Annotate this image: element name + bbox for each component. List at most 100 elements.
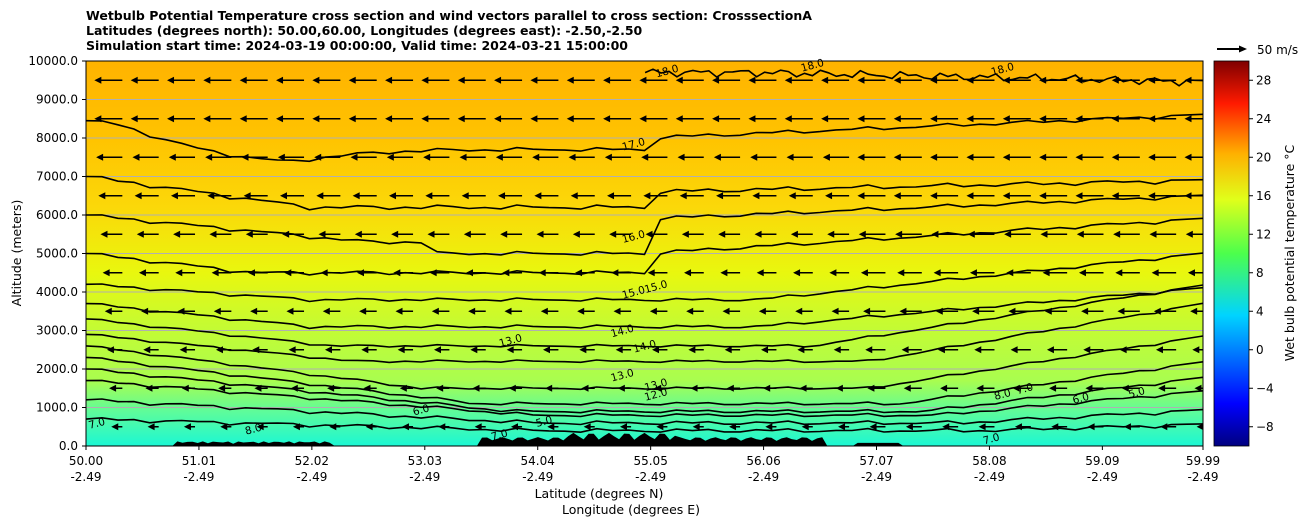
- wind-vector-head: [1184, 115, 1192, 123]
- wind-vector-head: [726, 384, 734, 392]
- wind-vector-head: [177, 307, 185, 315]
- wind-vector-head: [1184, 192, 1192, 200]
- wind-vector-head: [860, 269, 868, 277]
- wind-vector-head: [763, 384, 771, 392]
- wind-vector-head: [716, 192, 724, 200]
- wind-vector-head: [1148, 153, 1156, 161]
- wind-vector-head: [134, 192, 142, 200]
- wind-vector-head: [1184, 153, 1192, 161]
- wind-vector-head: [613, 307, 621, 315]
- wind-vector-head: [1117, 307, 1125, 315]
- wind-vector-head: [604, 153, 612, 161]
- wind-vector-head: [1111, 76, 1119, 84]
- wind-vector-head: [869, 423, 877, 431]
- wind-vector-head: [94, 76, 102, 84]
- wind-vector-head: [579, 346, 587, 354]
- contour-line: [86, 302, 1203, 364]
- wind-vector-head: [1042, 269, 1050, 277]
- wind-vector-head: [102, 269, 110, 277]
- contour-label: 15.0: [643, 278, 669, 296]
- wind-vector-head: [1087, 423, 1095, 431]
- contour-label: 17.0: [621, 136, 647, 154]
- wind-vector-head: [130, 115, 138, 123]
- wind-vector-head: [765, 423, 773, 431]
- wind-vector-head: [463, 230, 471, 238]
- wind-vector-head: [857, 192, 865, 200]
- terrain: [86, 432, 1203, 446]
- wind-vector-head: [130, 76, 138, 84]
- wind-vector-head: [969, 269, 977, 277]
- wind-vector-head: [106, 346, 114, 354]
- wind-vector-head: [543, 346, 551, 354]
- wind-vector-head: [532, 153, 540, 161]
- wind-vector-head: [788, 192, 796, 200]
- wind-vector-head: [575, 269, 583, 277]
- wind-vector-head: [211, 269, 219, 277]
- wind-vector-head: [1076, 230, 1084, 238]
- x-tick-label-lon: -2.49: [974, 470, 1005, 484]
- wind-vector-head: [136, 230, 144, 238]
- plot-area: 18.0 18.0 18.017.016.015.015.014.014.013.0…: [58, 57, 1204, 447]
- wind-vector-head: [1194, 384, 1202, 392]
- wind-vector-head: [329, 423, 337, 431]
- wind-vector-head: [170, 192, 178, 200]
- y-tick-label: 4000.0: [36, 285, 78, 299]
- wind-vector-head: [893, 192, 901, 200]
- wind-vector-head: [431, 307, 439, 315]
- y-tick-label: 0.0: [59, 439, 78, 453]
- wind-vector-head: [978, 423, 986, 431]
- wind-vector-head: [1119, 346, 1127, 354]
- contour-line: [86, 217, 1203, 276]
- wind-vector-head: [429, 269, 437, 277]
- wind-vector-head: [288, 346, 296, 354]
- wind-vector-head: [718, 230, 726, 238]
- wind-vector-head: [1083, 346, 1091, 354]
- wind-vector-head: [684, 269, 692, 277]
- wind-vector-head: [620, 423, 628, 431]
- wind-vector-head: [893, 153, 901, 161]
- wind-vector-head: [1051, 423, 1059, 431]
- wind-vector-head: [577, 307, 585, 315]
- contour-line: [644, 68, 1203, 87]
- wind-vector-head: [239, 76, 247, 84]
- wind-vector-head: [203, 76, 211, 84]
- wind-vector-head: [209, 230, 217, 238]
- wind-vector-head: [111, 423, 119, 431]
- wind-vector-head: [167, 76, 175, 84]
- wind-vector-head: [547, 423, 555, 431]
- colorbar-tick-label: 16: [1256, 189, 1271, 203]
- wind-vector-head: [58, 77, 65, 84]
- wind-vector-head: [821, 76, 829, 84]
- colorbar-tick-label: 12: [1256, 227, 1271, 241]
- wind-vector-head: [1148, 76, 1156, 84]
- wind-vector-head: [104, 307, 112, 315]
- colorbar-tick-label: 0: [1256, 343, 1264, 357]
- wind-vector-head: [250, 307, 258, 315]
- contour-label: 13.0: [643, 377, 669, 395]
- wind-vector-head: [365, 423, 373, 431]
- wind-vector-head: [397, 346, 405, 354]
- wind-vector-head: [1002, 192, 1010, 200]
- wind-vector-head: [1111, 115, 1119, 123]
- wind-vector-head: [179, 346, 187, 354]
- wind-vector-head: [395, 307, 403, 315]
- wind-vector-head: [457, 115, 465, 123]
- y-tick-label: 5000.0: [36, 247, 78, 261]
- wind-vector-head: [421, 76, 429, 84]
- wind-vector-head: [1155, 346, 1163, 354]
- wind-vector-head: [1075, 192, 1083, 200]
- contour-label: 7.0: [1015, 381, 1034, 397]
- wind-vector-head: [71, 346, 78, 353]
- wind-vector-head: [835, 384, 843, 392]
- wind-vector-head: [472, 384, 480, 392]
- wind-vector-head: [1111, 192, 1119, 200]
- y-tick-label: 8000.0: [36, 131, 78, 145]
- wind-vector-head: [603, 76, 611, 84]
- wind-vector-head: [322, 307, 330, 315]
- wind-vector-head: [389, 192, 397, 200]
- contour-label: 6.0: [1071, 391, 1090, 407]
- x-tick-label: 52.02: [295, 454, 329, 468]
- wind-vector-head: [758, 307, 766, 315]
- wind-vector-head: [286, 307, 294, 315]
- contour-label: 5.0: [1127, 385, 1146, 401]
